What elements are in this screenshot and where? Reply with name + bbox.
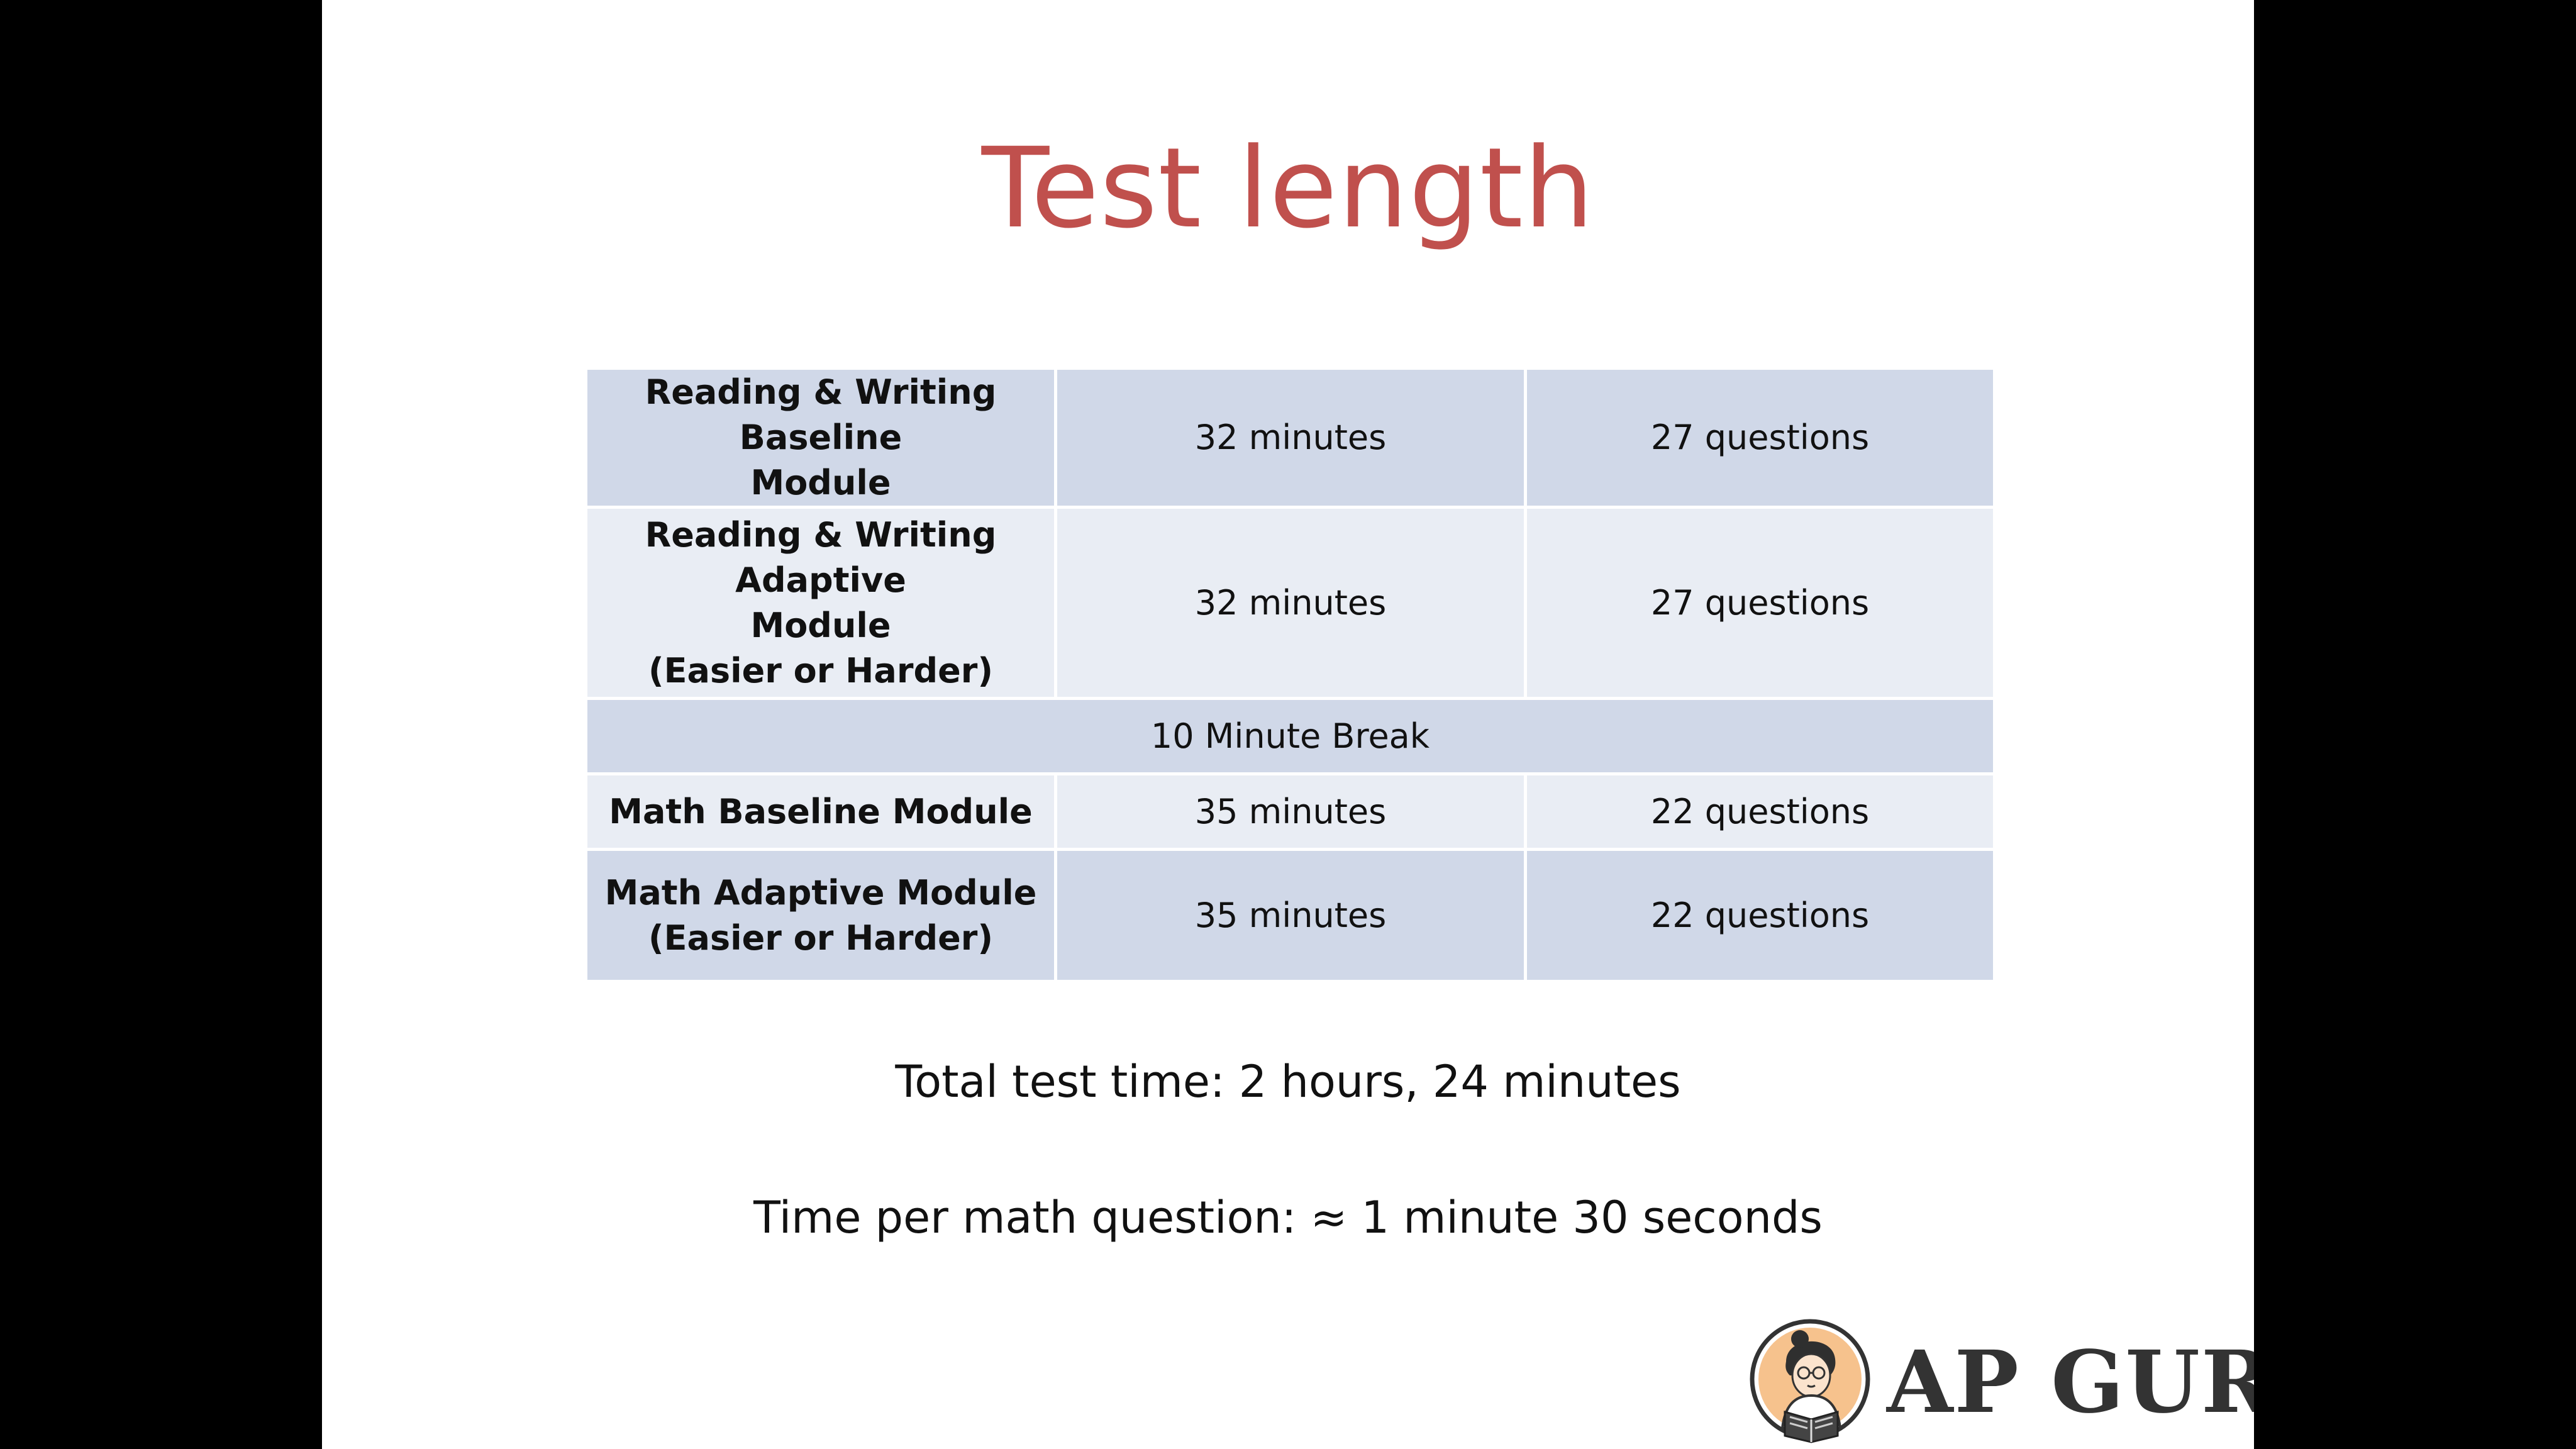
logo-wordmark: AP GURU (1887, 1332, 2254, 1433)
module-name-cell: Math Baseline Module (584, 772, 1057, 851)
module-name-line: Math Adaptive Module (604, 872, 1037, 913)
time-per-math-question: Time per math question: ≈ 1 minute 30 se… (753, 1192, 1823, 1243)
test-length-table: Reading & Writing Baseline Module 32 min… (584, 367, 1996, 983)
table-row-break: 10 Minute Break (584, 697, 1996, 775)
table-row: Reading & Writing Baseline Module 32 min… (584, 367, 1996, 509)
table-row: Math Baseline Module 35 minutes 22 quest… (584, 772, 1996, 851)
module-name-cell: Math Adaptive Module (Easier or Harder) (584, 848, 1057, 983)
total-test-time: Total test time: 2 hours, 24 minutes (895, 1056, 1681, 1108)
module-name-line: Reading & Writing Baseline (645, 372, 997, 457)
module-name-line: (Easier or Harder) (648, 918, 994, 958)
module-name-line: Reading & Writing Adaptive (645, 514, 997, 600)
break-cell: 10 Minute Break (584, 697, 1996, 775)
module-questions-cell: 22 questions (1524, 848, 1996, 983)
slide-title: Test length (981, 124, 1595, 253)
module-name-line: Math Baseline Module (609, 791, 1033, 831)
module-name-cell: Reading & Writing Baseline Module (584, 367, 1057, 509)
table-row: Math Adaptive Module (Easier or Harder) … (584, 848, 1996, 983)
module-name-line: (Easier or Harder) (648, 650, 994, 691)
module-name-line: Module (750, 605, 891, 645)
module-questions-cell: 27 questions (1524, 367, 1996, 509)
module-name-cell: Reading & Writing Adaptive Module (Easie… (584, 506, 1057, 700)
ap-guru-logo: AP GURU (1750, 1318, 2254, 1449)
module-questions-cell: 22 questions (1524, 772, 1996, 851)
module-time-cell: 32 minutes (1054, 367, 1527, 509)
slide: Test length Reading & Writing Baseline M… (322, 0, 2254, 1449)
table-row: Reading & Writing Adaptive Module (Easie… (584, 506, 1996, 700)
module-questions-cell: 27 questions (1524, 506, 1996, 700)
module-time-cell: 35 minutes (1054, 848, 1527, 983)
module-time-cell: 35 minutes (1054, 772, 1527, 851)
module-name-line: Module (750, 463, 891, 502)
module-time-cell: 32 minutes (1054, 506, 1527, 700)
reading-student-logo-icon (1750, 1319, 1870, 1443)
